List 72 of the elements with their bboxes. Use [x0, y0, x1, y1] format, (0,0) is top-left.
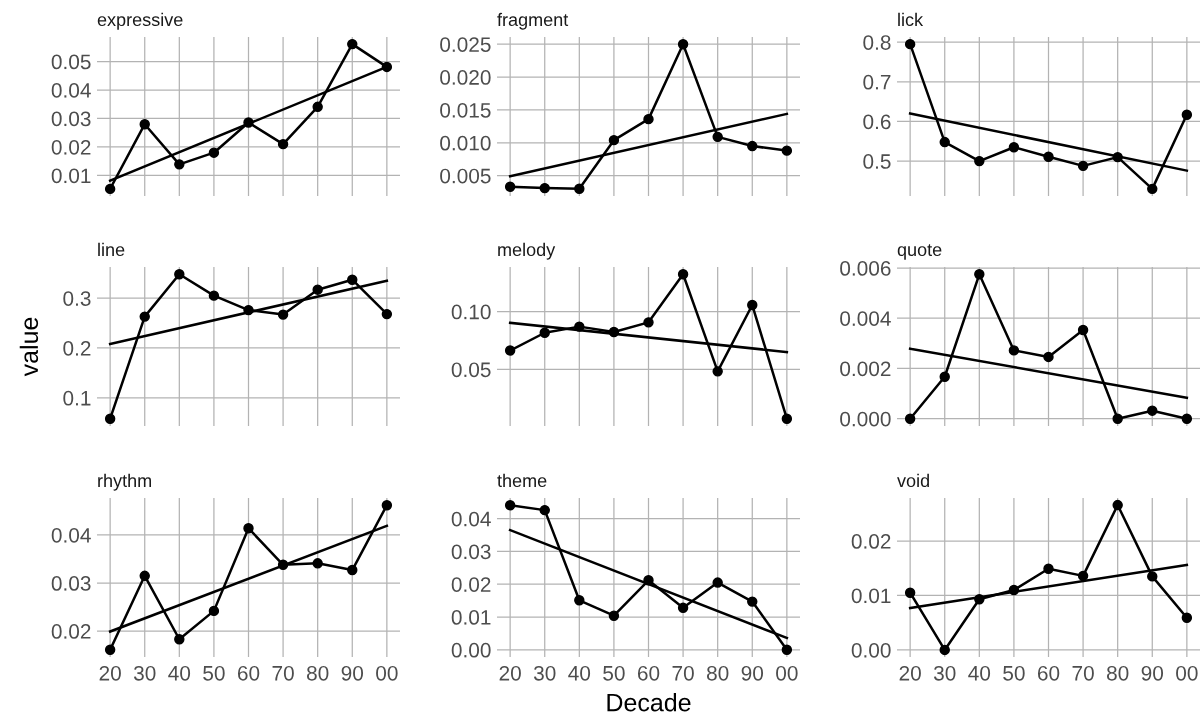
- x-tick-label: 80: [707, 665, 729, 681]
- y-tick-label: 0.006: [840, 261, 891, 276]
- y-tick-label: 0.6: [863, 114, 891, 130]
- x-tick-label: 70: [272, 665, 294, 681]
- y-tick-label: 0.004: [840, 311, 891, 326]
- y-tick-label: 0.000: [840, 411, 891, 427]
- x-tick-label: 50: [603, 665, 625, 681]
- x-tick-label: 00: [776, 665, 798, 681]
- chart-title: void: [897, 473, 929, 488]
- y-tick-label: 0.2: [63, 341, 91, 356]
- x-tick-label: 80: [307, 665, 329, 681]
- x-tick-label: 60: [237, 665, 260, 681]
- x-tick-label: 90: [741, 665, 764, 681]
- x-tick-label: 40: [568, 665, 591, 681]
- y-tick-label: 0.7: [863, 74, 891, 90]
- y-tick-label: 0.01: [451, 610, 491, 625]
- y-axis-title: value: [19, 317, 39, 377]
- y-tick-label: 0.04: [451, 511, 491, 527]
- chart-title: quote: [897, 244, 942, 260]
- chart-title: melody: [498, 242, 556, 260]
- x-tick-label: 60: [637, 665, 660, 681]
- y-tick-label: 0.8: [863, 35, 891, 50]
- y-tick-label: 0.10: [451, 304, 491, 320]
- y-tick-label: 0.020: [440, 70, 491, 85]
- y-tick-label: 0.02: [51, 624, 91, 639]
- y-tick-label: 0.01: [851, 588, 891, 604]
- y-tick-label: 0.04: [51, 527, 91, 543]
- y-tick-label: 0.05: [451, 362, 491, 378]
- y-tick-label: 0.05: [51, 54, 91, 70]
- x-tick-label: 20: [99, 665, 121, 681]
- x-tick-label: 50: [203, 665, 225, 681]
- x-tick-label: 60: [1037, 665, 1060, 681]
- x-tick-label: 50: [1003, 665, 1025, 681]
- y-tick-label: 0.3: [63, 291, 91, 306]
- x-tick-label: 70: [672, 665, 694, 681]
- x-axis-title: Decade: [607, 693, 691, 712]
- y-tick-label: 0.005: [440, 168, 491, 184]
- y-tick-label: 0.01: [51, 168, 91, 184]
- x-tick-label: 30: [533, 665, 556, 681]
- y-tick-label: 0.015: [440, 102, 491, 118]
- x-tick-label: 70: [1072, 665, 1094, 681]
- y-tick-label: 0.04: [51, 83, 91, 98]
- chart-title: lick: [898, 12, 924, 27]
- x-tick-label: 90: [341, 665, 364, 681]
- chart-title: theme: [497, 473, 547, 488]
- y-tick-label: 0.025: [440, 37, 491, 52]
- y-tick-label: 0.03: [51, 576, 91, 591]
- y-tick-label: 0.5: [863, 154, 891, 169]
- y-tick-label: 0.03: [51, 111, 91, 127]
- y-tick-label: 0.02: [851, 534, 891, 549]
- chart-title: rhythm: [98, 473, 151, 491]
- x-tick-label: 80: [1107, 665, 1129, 681]
- y-tick-label: 0.002: [840, 361, 891, 377]
- y-tick-label: 0.00: [451, 642, 491, 658]
- x-tick-label: 00: [1176, 665, 1198, 681]
- y-tick-label: 0.1: [63, 390, 91, 406]
- x-tick-label: 00: [376, 665, 398, 681]
- x-tick-label: 30: [133, 665, 156, 681]
- x-tick-label: 40: [168, 665, 191, 681]
- chart-title: expressive: [97, 12, 183, 30]
- y-tick-label: 0.02: [51, 139, 91, 155]
- x-tick-label: 20: [899, 665, 921, 681]
- chart-title: fragment: [497, 12, 569, 30]
- x-tick-label: 30: [933, 665, 956, 681]
- y-tick-label: 0.02: [451, 577, 491, 592]
- x-tick-label: 90: [1141, 665, 1164, 681]
- x-tick-label: 20: [499, 665, 521, 681]
- x-tick-label: 40: [968, 665, 991, 681]
- y-tick-label: 0.03: [451, 544, 491, 560]
- y-tick-label: 0.00: [851, 642, 891, 658]
- chart-title: line: [98, 242, 125, 257]
- y-tick-label: 0.010: [440, 135, 491, 151]
